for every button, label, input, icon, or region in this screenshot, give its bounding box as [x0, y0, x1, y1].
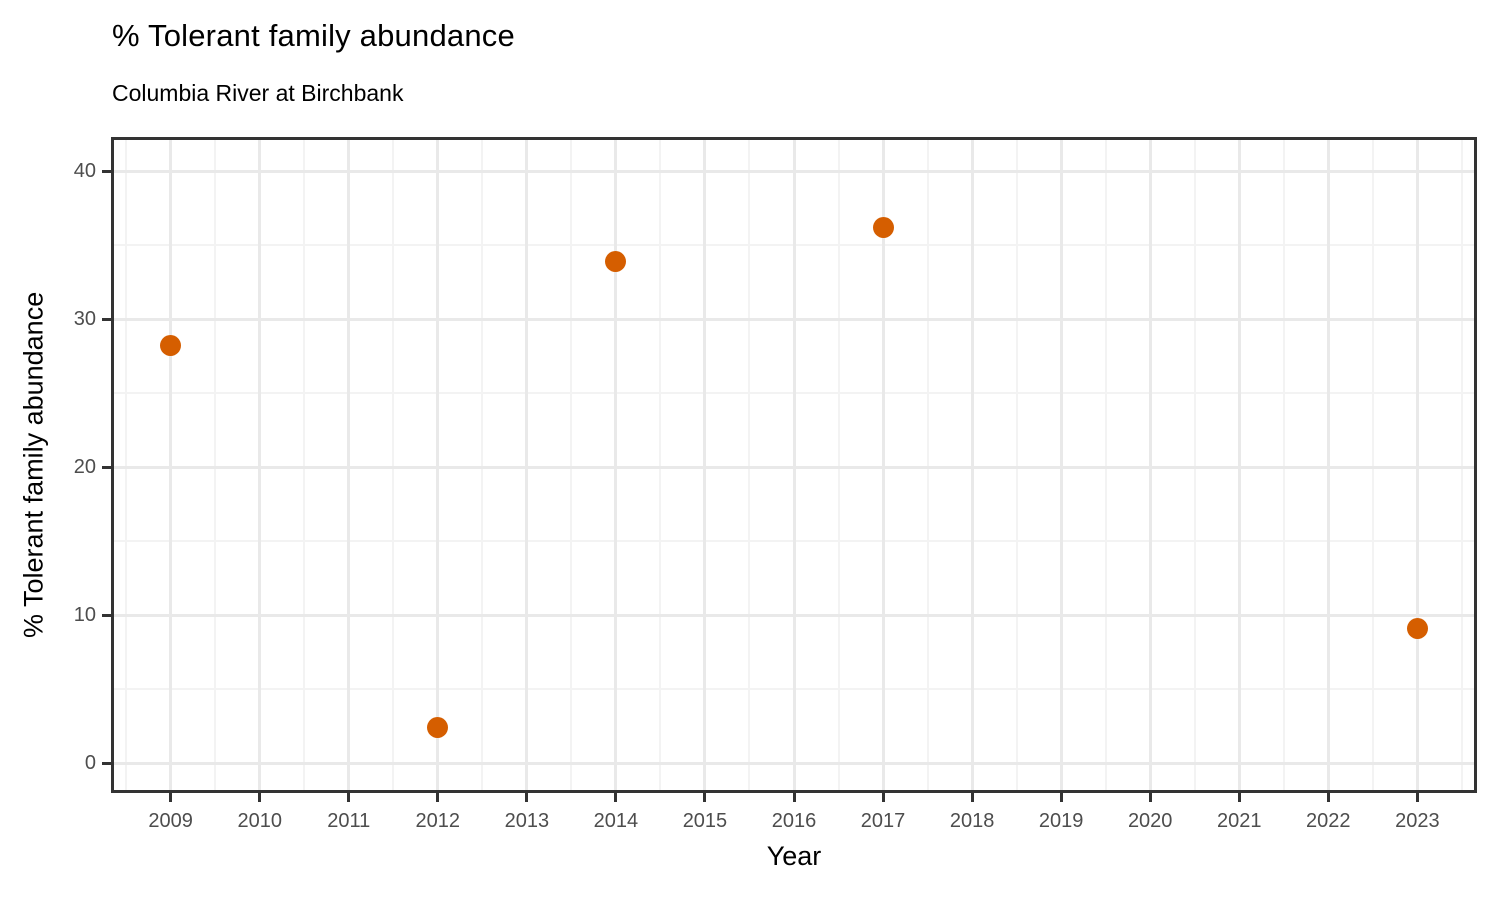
y-gridline-major: [111, 761, 1477, 765]
y-tick-label: 20: [73, 456, 96, 479]
x-gridline-major: [436, 137, 440, 793]
y-tick-label: 0: [84, 752, 96, 775]
x-tick-mark: [525, 793, 529, 802]
x-gridline-major: [347, 137, 351, 793]
x-tick-label: 2021: [1216, 810, 1262, 832]
x-tick-mark: [347, 793, 351, 802]
x-tick-mark: [258, 793, 262, 802]
x-gridline-major: [1237, 137, 1241, 793]
x-gridline-minor: [481, 137, 484, 793]
x-tick-label: 2022: [1306, 810, 1351, 832]
x-gridline-major: [258, 137, 262, 793]
x-gridline-major: [1148, 137, 1152, 793]
x-gridline-minor: [1282, 137, 1285, 793]
data-point: [872, 216, 894, 238]
y-tick-mark: [102, 761, 111, 765]
x-tick-mark: [614, 793, 618, 802]
x-tick-mark: [881, 793, 885, 802]
x-gridline-major: [614, 137, 618, 793]
x-gridline-major: [1415, 137, 1419, 793]
x-gridline-major: [169, 137, 173, 793]
y-tick-label: 30: [73, 308, 96, 331]
x-gridline-minor: [392, 137, 395, 793]
data-point: [605, 250, 627, 272]
x-gridline-minor: [659, 137, 662, 793]
x-axis-title: Year: [766, 841, 822, 871]
x-tick-mark: [169, 793, 173, 802]
x-tick-label: 2014: [593, 810, 639, 832]
x-tick-mark: [1415, 793, 1419, 802]
x-tick-label: 2011: [327, 810, 371, 832]
x-gridline-minor: [570, 137, 573, 793]
x-gridline-minor: [926, 137, 929, 793]
x-gridline-major: [881, 137, 885, 793]
x-tick-mark: [1059, 793, 1063, 802]
x-gridline-major: [970, 137, 974, 793]
x-tick-label: 2015: [682, 810, 728, 832]
x-tick-mark: [436, 793, 440, 802]
y-gridline-major: [111, 613, 1477, 617]
x-gridline-minor: [1015, 137, 1018, 793]
chart-subtitle: Columbia River at Birchbank: [112, 80, 404, 106]
x-gridline-minor: [1460, 137, 1463, 793]
x-tick-label: 2020: [1127, 810, 1173, 832]
x-gridline-minor: [837, 137, 840, 793]
y-tick-label: 10: [73, 604, 96, 627]
x-gridline-minor: [214, 137, 217, 793]
x-gridline-minor: [1193, 137, 1196, 793]
y-tick-mark: [102, 465, 111, 469]
x-tick-mark: [1237, 793, 1241, 802]
x-gridline-minor: [1104, 137, 1107, 793]
y-tick-mark: [102, 613, 111, 617]
y-gridline-major: [111, 465, 1477, 469]
x-gridline-major: [1059, 137, 1063, 793]
x-gridline-minor: [303, 137, 306, 793]
x-tick-label: 2013: [504, 810, 550, 832]
x-tick-label: 2016: [771, 810, 817, 832]
x-gridline-minor: [1371, 137, 1374, 793]
x-gridline-minor: [125, 137, 128, 793]
data-point: [427, 717, 449, 739]
chart-title: % Tolerant family abundance: [112, 18, 515, 53]
x-tick-label: 2012: [415, 810, 461, 832]
x-gridline-major: [792, 137, 796, 793]
x-tick-label: 2010: [237, 810, 282, 832]
data-point: [1406, 618, 1428, 640]
x-tick-label: 2018: [949, 810, 995, 832]
y-tick-mark: [102, 317, 111, 321]
x-tick-mark: [970, 793, 974, 802]
y-gridline-major: [111, 317, 1477, 321]
x-gridline-major: [703, 137, 707, 793]
y-tick-label: 40: [73, 160, 96, 183]
x-gridline-minor: [748, 137, 751, 793]
x-tick-mark: [792, 793, 796, 802]
x-gridline-major: [1326, 137, 1330, 793]
y-tick-mark: [102, 169, 111, 173]
x-tick-label: 2017: [860, 810, 906, 832]
x-tick-label: 2009: [148, 810, 193, 832]
x-tick-label: 2019: [1038, 810, 1084, 832]
x-tick-mark: [1326, 793, 1330, 802]
y-gridline-major: [111, 169, 1477, 173]
x-tick-mark: [703, 793, 707, 802]
data-point: [160, 335, 182, 357]
x-tick-label: 2023: [1395, 810, 1440, 832]
x-gridline-major: [525, 137, 529, 793]
plot-panel: [111, 137, 1477, 793]
x-tick-mark: [1148, 793, 1152, 802]
